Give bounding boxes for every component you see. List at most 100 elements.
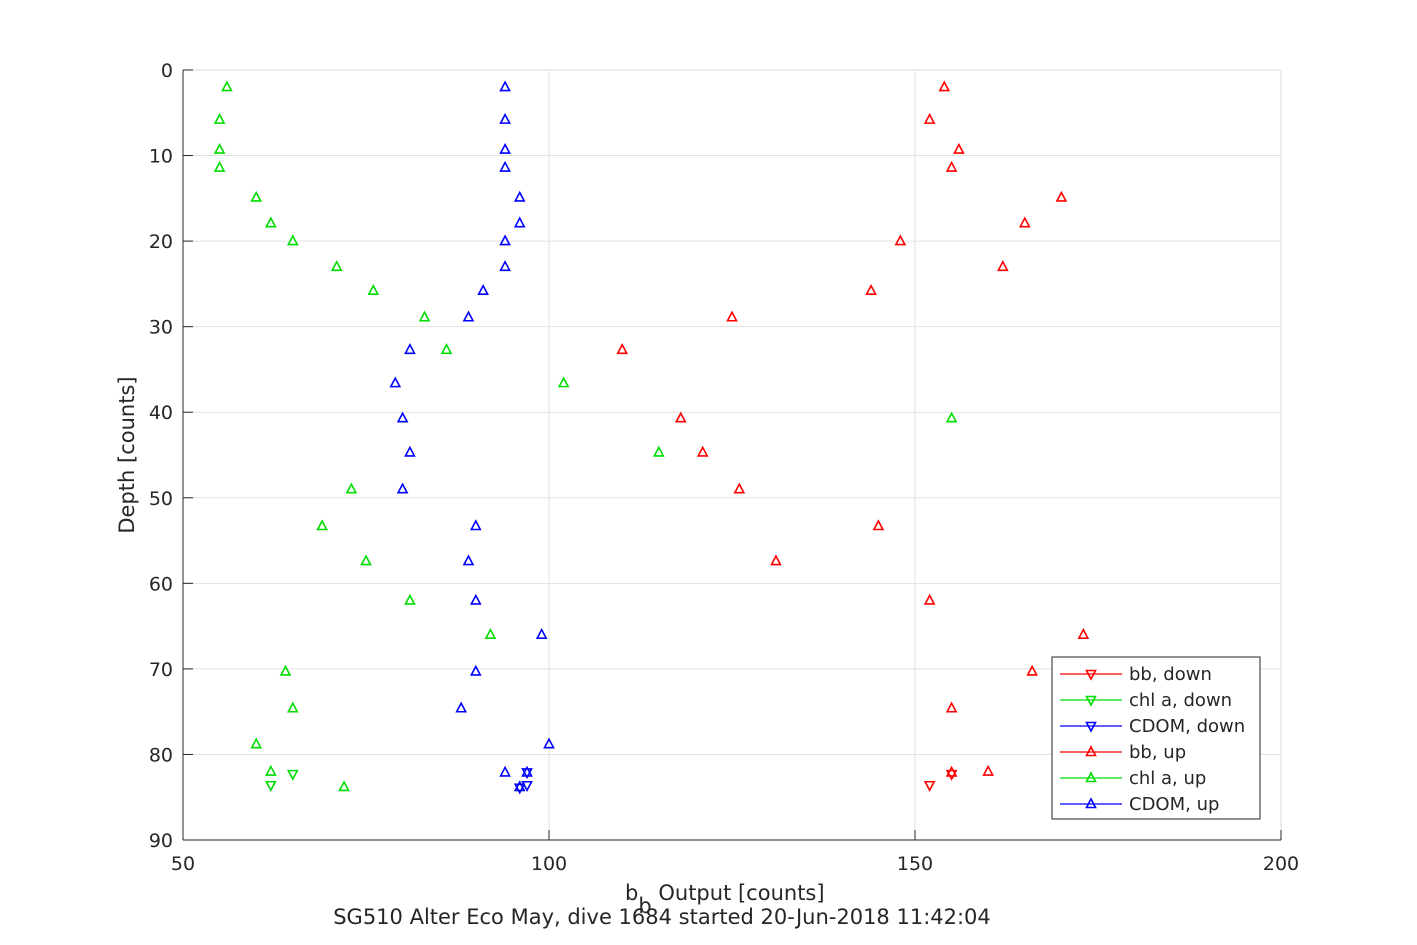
data-point [265, 216, 277, 228]
data-point [733, 482, 746, 494]
data-point [360, 554, 372, 566]
data-point [367, 284, 380, 296]
data-point [404, 343, 416, 355]
series-3 [616, 80, 1090, 777]
data-point [499, 260, 511, 272]
y-tick-label: 10 [149, 146, 173, 168]
x-tick-label: 200 [1263, 853, 1299, 875]
y-axis-label: Depth [counts] [115, 376, 139, 533]
data-point [265, 780, 277, 792]
data-point [330, 260, 343, 272]
data-point [997, 260, 1009, 272]
x-axis-label: bb Output [counts] [625, 881, 825, 918]
legend-marker [1085, 771, 1097, 783]
y-tick-label: 90 [149, 830, 173, 852]
data-point [213, 112, 226, 124]
data-point [316, 519, 328, 531]
data-point [557, 376, 570, 388]
data-point [616, 343, 629, 355]
legend-marker [1085, 745, 1097, 757]
data-point [1018, 216, 1031, 228]
data-point [521, 765, 533, 777]
data-point [250, 737, 263, 749]
data-point [945, 411, 958, 423]
data-point [499, 142, 511, 154]
data-point [499, 234, 511, 246]
data-point [404, 593, 416, 605]
data-point [923, 780, 936, 792]
x-axis-label-rest: Output [counts] [652, 881, 825, 905]
legend-marker [1085, 669, 1097, 681]
legend-entry: bb, up [1060, 742, 1186, 763]
data-point [213, 160, 226, 172]
data-point [389, 376, 402, 388]
y-tick-label: 0 [161, 60, 173, 82]
data-point [696, 445, 709, 457]
legend-marker [1085, 797, 1097, 809]
data-point [513, 783, 526, 795]
data-point [279, 664, 292, 676]
legend-box [1051, 656, 1261, 820]
legend-label: bb, down [1129, 664, 1212, 685]
tick-labels: 50 100 150 200 0 10 20 30 40 50 60 70 80 90 [149, 60, 1299, 875]
legend-entry: chl a, down [1060, 690, 1232, 711]
caption: SG510 Alter Eco May, dive 1684 started 2… [333, 905, 991, 929]
data-point [945, 765, 958, 777]
axes [182, 69, 1282, 841]
data-point [499, 80, 511, 92]
data-point [923, 593, 936, 605]
legend-entry: CDOM, down [1060, 716, 1245, 737]
legend-label: CDOM, down [1129, 716, 1245, 737]
data-point [462, 310, 475, 322]
data-point [543, 737, 555, 749]
data-point [345, 482, 358, 494]
data-point [396, 482, 409, 494]
data-point [945, 160, 958, 172]
data-point [945, 769, 958, 781]
data-point [469, 593, 482, 605]
data-point [945, 701, 958, 713]
data-point [265, 764, 277, 776]
data-point [1026, 664, 1038, 676]
legend-marker [1085, 695, 1097, 707]
y-tick-label: 40 [149, 402, 173, 424]
x-axis-label-main: b [625, 881, 638, 905]
data-point [513, 190, 526, 202]
y-tick-label: 20 [149, 231, 173, 253]
data-point [338, 780, 350, 792]
data-point [286, 234, 299, 246]
data-point [477, 284, 489, 296]
data-point [462, 554, 475, 566]
x-axis-label-subscript: b [638, 894, 651, 918]
legend-entry: bb, down [1060, 664, 1212, 685]
x-tick-label: 100 [531, 853, 567, 875]
data-marks [213, 80, 1090, 795]
data-point [499, 112, 511, 124]
data-point [499, 160, 511, 172]
data-point [923, 112, 936, 124]
data-point [469, 519, 482, 531]
y-tick-label: 70 [149, 659, 173, 681]
data-point [221, 80, 233, 92]
data-point [440, 343, 453, 355]
legend-entry: chl a, up [1060, 768, 1206, 789]
data-point [521, 780, 533, 792]
data-point [513, 216, 526, 228]
data-point [652, 445, 665, 457]
y-tick-label: 60 [149, 573, 173, 595]
data-point [674, 411, 687, 423]
data-point [982, 764, 995, 776]
legend-entry: CDOM, up [1060, 794, 1219, 815]
y-tick-label: 80 [149, 744, 173, 766]
y-tick-label: 50 [149, 488, 173, 510]
x-tick-label: 150 [897, 853, 933, 875]
series-0 [923, 769, 958, 792]
data-point [1077, 627, 1090, 639]
data-point [872, 519, 885, 531]
data-point [770, 554, 782, 566]
legend-label: chl a, up [1129, 768, 1206, 789]
data-point [286, 701, 299, 713]
data-point [469, 664, 482, 676]
data-point [418, 310, 431, 322]
